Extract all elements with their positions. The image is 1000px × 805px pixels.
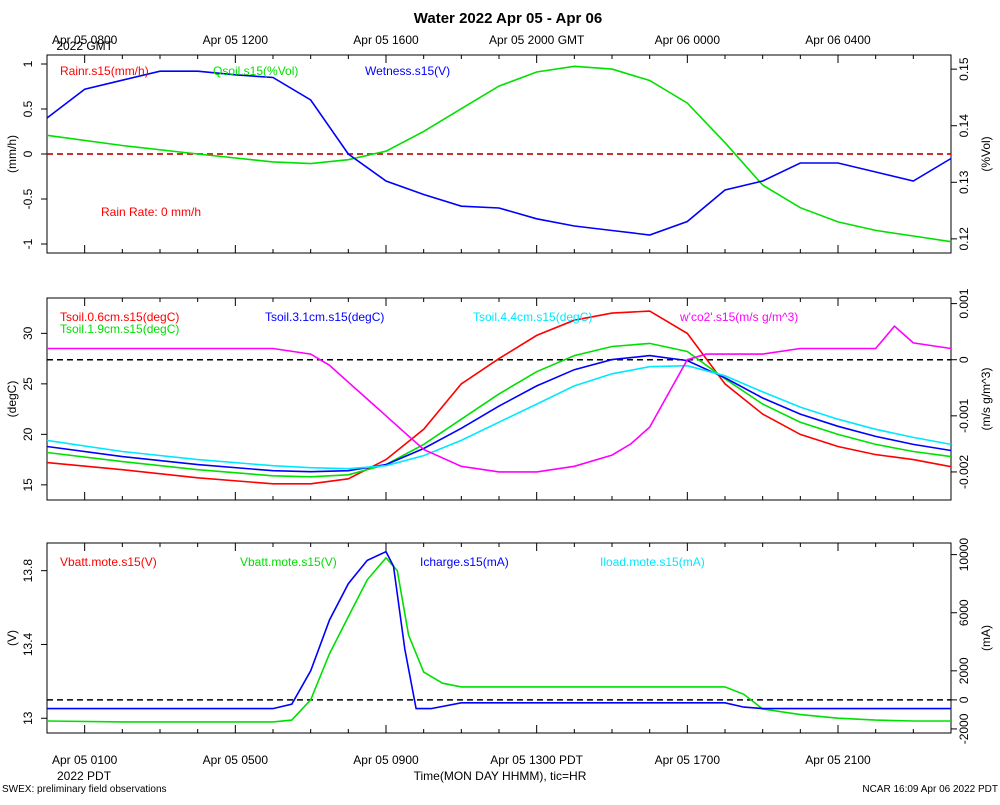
y-tick-label-right: -0.002 (957, 455, 971, 489)
legend-entry: w'co2'.s15(m/s g/m^3) (679, 310, 798, 324)
footer-left: SWEX: preliminary field observations (2, 784, 167, 795)
plot-frame (46, 542, 952, 734)
y-tick-label-right: 10000 (957, 538, 971, 572)
y-tick-label-right: 0 (957, 696, 971, 703)
chart-title: Water 2022 Apr 05 - Apr 06 (414, 10, 602, 27)
top-time-label: Apr 06 0000 (655, 33, 721, 47)
y-tick-label-left: -1 (21, 238, 35, 249)
footer-right: NCAR 16:09 Apr 06 2022 PDT (862, 784, 998, 795)
y-axis-label-left: (mm/h) (5, 135, 19, 173)
y-tick-label-right: 6000 (957, 599, 971, 626)
series-line-cyan (46, 364, 952, 470)
legend-entry: Icharge.s15(mA) (420, 555, 509, 569)
y-tick-label-left: 20 (21, 427, 35, 441)
legend-entry: Tsoil.3.1cm.s15(degC) (265, 310, 384, 324)
bottom-time-label: Apr 05 0500 (203, 753, 269, 767)
y-axis-label-right: (m/s g/m^3) (979, 368, 993, 431)
y-tick-label-right: 0.13 (957, 170, 971, 194)
legend-entry: Rainr.s15(mm/h) (60, 64, 149, 78)
y-tick-label-right: 0.001 (957, 288, 971, 318)
y-tick-label-right: -0.001 (957, 398, 971, 432)
series-line-red (46, 310, 952, 485)
series-line-green (46, 342, 952, 478)
series-line-green (46, 556, 951, 723)
legend-entry: Tsoil.1.9cm.s15(degC) (60, 322, 179, 336)
panel-power: 13 13.4 13.8 -2000 0 2000 6000 10000 (V) (mA) Vbat… (5, 538, 993, 745)
bottom-time-sublabel: 2022 PDT (57, 769, 112, 783)
top-time-label: Apr 05 1200 (203, 33, 269, 47)
y-tick-label-right: 0.12 (957, 227, 971, 251)
y-axis-label-left: (degC) (5, 381, 19, 418)
legend-entry: Tsoil.4.4cm.s15(degC) (473, 310, 592, 324)
top-time-label: Apr 05 0800 (52, 33, 118, 47)
y-tick-label-left: 15 (21, 478, 35, 492)
y-tick-label-left: 0.5 (21, 100, 35, 117)
bottom-time-label: Apr 05 1700 (655, 753, 721, 767)
bottom-time-label: Apr 05 1300 PDT (490, 753, 583, 767)
y-tick-label-left: 0 (21, 150, 35, 157)
y-tick-label-left: 30 (21, 326, 35, 340)
y-tick-label-left: 13 (21, 711, 35, 725)
top-time-label: Apr 05 1600 (353, 33, 419, 47)
top-time-sublabel: 2022 GMT (56, 39, 113, 53)
legend-entry: Qsoil.s15(%Vol) (213, 64, 298, 78)
y-tick-label-left: 13.4 (21, 632, 35, 656)
top-time-label: Apr 06 0400 (805, 33, 871, 47)
series-line-green (46, 65, 952, 243)
rain-rate-annotation: Rain Rate: 0 mm/h (101, 205, 201, 219)
legend-entry: Vbatt.mote.s15(V) (240, 555, 337, 569)
x-axis-label: Time(MON DAY HHMM), tic=HR (414, 769, 587, 783)
bottom-time-label: Apr 05 0900 (353, 753, 419, 767)
bottom-time-label: Apr 05 0100 (52, 753, 118, 767)
y-tick-label-right: 2000 (957, 657, 971, 684)
y-axis-label-left: (V) (5, 630, 19, 646)
legend-entry: Tsoil.0.6cm.s15(degC) (60, 310, 179, 324)
y-tick-label-right: -2000 (957, 713, 971, 744)
y-tick-label-right: 0.15 (957, 57, 971, 81)
legend-entry: Wetness.s15(V) (365, 64, 450, 78)
y-tick-label-left: 25 (21, 377, 35, 391)
plot-frame (46, 297, 952, 501)
top-time-label: Apr 05 2000 GMT (489, 33, 585, 47)
y-tick-label-left: 13.8 (21, 559, 35, 583)
series-line-blue (47, 550, 951, 710)
y-tick-label-right: 0.14 (957, 114, 971, 138)
legend-entry: Vbatt.mote.s15(V) (60, 555, 157, 569)
y-axis-label-right: (mA) (979, 625, 993, 651)
series-line-blue (46, 70, 952, 236)
y-tick-label-left: 1 (21, 60, 35, 67)
y-tick-label-left: -0.5 (21, 188, 35, 209)
y-tick-label-right: 0 (957, 356, 971, 363)
series-line-blue (46, 354, 952, 473)
y-axis-label-right: (%Vol) (979, 136, 993, 171)
bottom-time-label: Apr 05 2100 (805, 753, 871, 767)
legend-entry: Iload.mote.s15(mA) (600, 555, 705, 569)
panel-soil-temperature: 15 20 25 30 -0.002 -0.001 0 0.001 (degC) (m/s g/m… (5, 288, 993, 501)
panel-water: -1 -0.5 0 0.5 1 0.12 0.13 0.14 0.15 (mm/h) (%Vol) R… (5, 54, 993, 254)
series-line-magenta (47, 324, 952, 473)
